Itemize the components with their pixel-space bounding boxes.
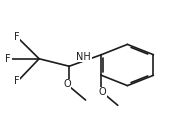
Text: O: O: [63, 79, 71, 89]
Text: O: O: [98, 87, 106, 97]
Text: F: F: [14, 32, 19, 42]
Text: F: F: [14, 76, 19, 86]
Text: NH: NH: [76, 52, 91, 62]
Text: F: F: [5, 54, 11, 64]
